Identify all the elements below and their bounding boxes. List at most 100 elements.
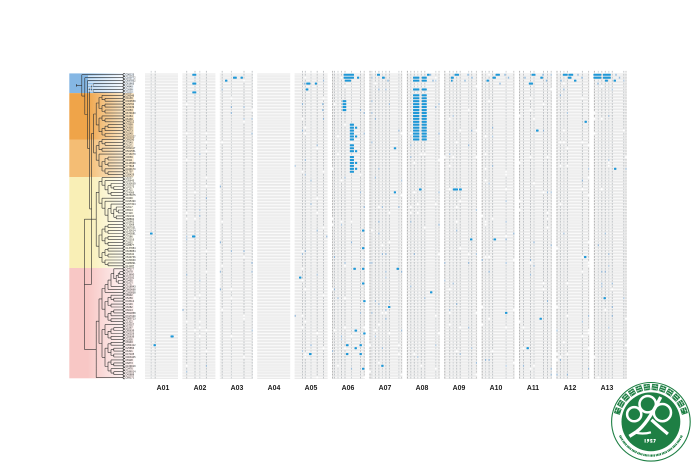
svg-text:C9171: C9171	[125, 143, 133, 147]
svg-text:C452117: C452117	[125, 146, 136, 150]
svg-text:C4940: C4940	[125, 84, 133, 88]
svg-text:C921527: C921527	[125, 134, 136, 138]
svg-text:C2017: C2017	[125, 205, 133, 209]
svg-text:C849736: C849736	[125, 255, 136, 259]
svg-text:C133614: C133614	[125, 229, 136, 233]
svg-text:C7899: C7899	[125, 123, 133, 127]
svg-text:C8513: C8513	[125, 208, 133, 212]
svg-text:C837832: C837832	[125, 79, 136, 83]
svg-text:C1139: C1139	[125, 96, 133, 100]
svg-text:C137884: C137884	[125, 246, 136, 250]
svg-text:C47105: C47105	[125, 352, 135, 356]
svg-text:A03: A03	[231, 385, 244, 392]
svg-text:C25856: C25856	[125, 346, 135, 350]
svg-text:C12187: C12187	[125, 264, 135, 268]
svg-text:C828884: C828884	[125, 249, 136, 253]
svg-text:C89290: C89290	[125, 137, 135, 141]
svg-text:C48212: C48212	[125, 120, 135, 124]
svg-text:C309559: C309559	[125, 99, 136, 103]
svg-text:C2699: C2699	[125, 87, 133, 91]
svg-text:C0245: C0245	[125, 131, 133, 135]
svg-text:C283838: C283838	[125, 290, 136, 294]
svg-text:C3283: C3283	[125, 108, 133, 112]
svg-text:C2852: C2852	[125, 240, 133, 244]
svg-text:C05429: C05429	[125, 173, 135, 177]
svg-text:C146569: C146569	[125, 161, 136, 165]
svg-text:C19027: C19027	[125, 323, 135, 327]
svg-text:C3476: C3476	[125, 367, 133, 371]
svg-text:C6873: C6873	[125, 361, 133, 365]
svg-text:C860668: C860668	[125, 287, 136, 291]
svg-text:A02: A02	[194, 385, 207, 392]
svg-text:A08: A08	[416, 385, 429, 392]
svg-text:C7540: C7540	[125, 140, 133, 144]
svg-text:C0455: C0455	[125, 278, 133, 282]
svg-text:C502551: C502551	[125, 149, 136, 153]
svg-text:C5678: C5678	[125, 270, 133, 274]
svg-text:C6682: C6682	[125, 305, 133, 309]
svg-text:C80234: C80234	[125, 214, 135, 218]
svg-text:C13690: C13690	[125, 273, 135, 277]
svg-text:C64377: C64377	[125, 267, 135, 271]
svg-text:C6013: C6013	[125, 308, 133, 312]
svg-text:C55639: C55639	[125, 334, 135, 338]
svg-text:C633639: C633639	[125, 181, 136, 185]
svg-text:C88892: C88892	[125, 217, 135, 221]
svg-text:C4330: C4330	[125, 126, 133, 130]
svg-text:C989723: C989723	[125, 317, 136, 321]
svg-text:A01: A01	[157, 385, 170, 392]
svg-text:C69342: C69342	[125, 252, 135, 256]
svg-text:C31662: C31662	[125, 220, 135, 224]
svg-text:A09: A09	[453, 385, 466, 392]
svg-text:C540581: C540581	[125, 231, 136, 235]
svg-text:C00326: C00326	[125, 331, 135, 335]
svg-text:C22439: C22439	[125, 105, 135, 109]
svg-text:C28877: C28877	[125, 243, 135, 247]
svg-text:C5259: C5259	[125, 296, 133, 300]
svg-text:A06: A06	[342, 385, 355, 392]
svg-text:C8257: C8257	[125, 176, 133, 180]
svg-text:C70316: C70316	[125, 237, 135, 241]
svg-text:C1797: C1797	[125, 170, 133, 174]
svg-text:A04: A04	[268, 385, 281, 392]
svg-text:C679160: C679160	[125, 111, 136, 115]
svg-text:C1805: C1805	[125, 337, 133, 341]
svg-text:C716079: C716079	[125, 152, 136, 156]
svg-text:C29792: C29792	[125, 102, 135, 106]
svg-text:A07: A07	[379, 385, 392, 392]
svg-text:C74366: C74366	[125, 190, 135, 194]
svg-text:C35643: C35643	[125, 179, 135, 183]
svg-text:C875975: C875975	[125, 193, 136, 197]
svg-text:C495490: C495490	[125, 199, 136, 203]
svg-text:A10: A10	[490, 385, 503, 392]
svg-text:C1567: C1567	[125, 326, 133, 330]
svg-text:C8992: C8992	[125, 293, 133, 297]
svg-text:C33312: C33312	[125, 299, 135, 303]
svg-text:C1322: C1322	[125, 320, 133, 324]
svg-text:C086891: C086891	[125, 261, 136, 265]
svg-text:C6321: C6321	[125, 349, 133, 353]
svg-text:A12: A12	[564, 385, 577, 392]
svg-text:C1084: C1084	[125, 114, 133, 118]
svg-text:C4673: C4673	[125, 129, 133, 133]
svg-text:C2146: C2146	[125, 302, 133, 306]
svg-text:C1421: C1421	[125, 187, 133, 191]
svg-text:A11: A11	[527, 385, 539, 392]
svg-text:C180960: C180960	[125, 258, 136, 262]
svg-text:C954412: C954412	[125, 343, 136, 347]
svg-text:C7586: C7586	[125, 234, 133, 238]
svg-text:C918943: C918943	[125, 284, 136, 288]
svg-text:C0237: C0237	[125, 90, 133, 94]
svg-text:C857531: C857531	[125, 226, 136, 230]
svg-text:C6469: C6469	[125, 117, 133, 121]
svg-text:C06123: C06123	[125, 73, 135, 77]
svg-text:C45888: C45888	[125, 373, 135, 377]
svg-text:C09546: C09546	[125, 93, 135, 97]
svg-text:C903445: C903445	[125, 355, 136, 359]
svg-text:C100772: C100772	[125, 76, 136, 80]
svg-text:C551858: C551858	[125, 311, 136, 315]
svg-text:C9669: C9669	[125, 155, 133, 159]
svg-text:C267304: C267304	[125, 202, 136, 206]
svg-text:C6993: C6993	[125, 340, 133, 344]
svg-text:C89171: C89171	[125, 376, 135, 380]
